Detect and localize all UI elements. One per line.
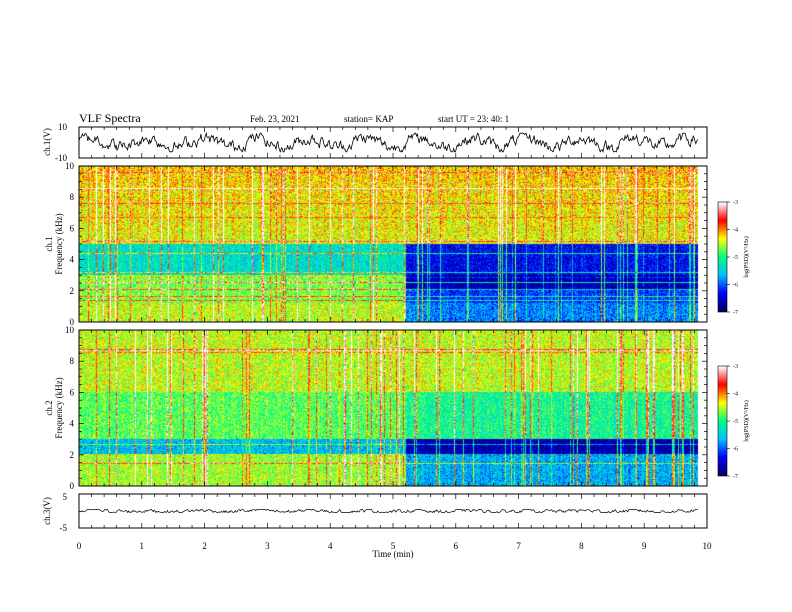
colorbar-tick-label: -6: [733, 447, 738, 453]
colorbar-tick-label: -3: [733, 364, 738, 370]
ch2-colorbar-label: log(PSD)(V²/Hz): [743, 400, 750, 441]
time-axis-label: Time (min): [373, 549, 414, 559]
time-tick-labels: 0 1 2 3 4 5 6 7 8 9 10: [77, 541, 712, 551]
ch1-spectrogram-heatmap: [79, 166, 707, 322]
time-tick-label: 4: [328, 541, 333, 551]
ch2-colorbar: [718, 366, 727, 476]
colorbar-tick-label: -4: [733, 228, 738, 234]
ch2-colorbar-ticks: -3 -4 -5 -6 -7: [727, 364, 738, 480]
ch1-colorbar: [718, 202, 727, 312]
station-label: station= KAP: [344, 114, 393, 124]
freq-tick-label: 0: [70, 481, 75, 491]
freq-tick-label: 2: [70, 450, 75, 460]
date-label: Feb. 23, 2021: [250, 114, 300, 124]
colorbar-tick-label: -6: [733, 283, 738, 289]
ch1-waveform-panel: 10 -10 ch.1(V): [42, 122, 708, 163]
ch1-ytick-bottom: -10: [55, 153, 67, 163]
time-tick-label: 5: [391, 541, 396, 551]
ch2-frequency-ylabel: Frequency (kHz): [54, 377, 64, 438]
ch2-spectrogram-heatmap: [79, 330, 707, 486]
freq-tick-label: 8: [70, 356, 75, 366]
freq-tick-label: 8: [70, 192, 75, 202]
ch1-colorbar-wrap: [718, 202, 727, 312]
time-tick-label: 10: [703, 541, 713, 551]
colorbar-tick-label: -3: [733, 200, 738, 206]
colorbar-tick-label: -7: [733, 310, 738, 316]
ch3-ytick-bottom: -5: [60, 523, 68, 533]
colorbar-tick-label: -5: [733, 255, 738, 261]
figure-title: VLF Spectra: [79, 111, 141, 125]
time-tick-label: 3: [265, 541, 270, 551]
time-tick-label: 7: [516, 541, 521, 551]
freq-tick-label: 6: [70, 223, 75, 233]
ch3-waveform-ylabel: ch.3(V): [42, 497, 52, 525]
time-tick-label: 8: [579, 541, 584, 551]
freq-tick-label: 6: [70, 387, 75, 397]
ch1-spectrogram-image-wrap: [79, 166, 707, 322]
freq-tick-label: 2: [70, 286, 75, 296]
freq-tick-label: 4: [70, 255, 75, 265]
freq-tick-label: 4: [70, 419, 75, 429]
time-tick-label: 1: [140, 541, 145, 551]
ch2-channel-label: ch.2: [44, 400, 54, 415]
ch3-waveform-panel: 5 -5 ch.3(V): [42, 492, 708, 533]
ch1-freq-ticks: 0 2 4 6 8 10: [65, 161, 707, 327]
ch2-freq-ticks: 0 2 4 6 8 10: [65, 325, 707, 491]
time-tick-label: 2: [202, 541, 207, 551]
time-tick-label: 6: [454, 541, 459, 551]
freq-tick-label: 0: [70, 317, 75, 327]
ch3-waveform-line: [78, 508, 698, 514]
ch1-colorbar-label: log(PSD)(V²/Hz): [743, 236, 750, 277]
ch1-waveform-ylabel: ch.1(V): [42, 128, 52, 156]
time-tick-label: 0: [77, 541, 82, 551]
ch3-ytick-top: 5: [63, 492, 68, 502]
ch1-ytick-top: 10: [58, 122, 68, 132]
ch2-colorbar-wrap: [718, 366, 727, 476]
ch1-colorbar-ticks: -3 -4 -5 -6 -7: [727, 200, 738, 316]
start-ut-label: start UT = 23: 40: 1: [438, 114, 509, 124]
ch1-channel-label: ch.1: [44, 236, 54, 251]
freq-tick-label: 10: [65, 161, 75, 171]
ch1-waveform-line: [78, 131, 698, 154]
colorbar-tick-label: -4: [733, 392, 738, 398]
colorbar-tick-label: -7: [733, 474, 738, 480]
colorbar-tick-label: -5: [733, 419, 738, 425]
time-tick-marks: [78, 127, 708, 528]
ch1-frequency-ylabel: Frequency (kHz): [54, 213, 64, 274]
freq-tick-label: 10: [65, 325, 75, 335]
time-tick-label: 9: [642, 541, 647, 551]
ch2-spectrogram-image-wrap: [79, 330, 707, 486]
